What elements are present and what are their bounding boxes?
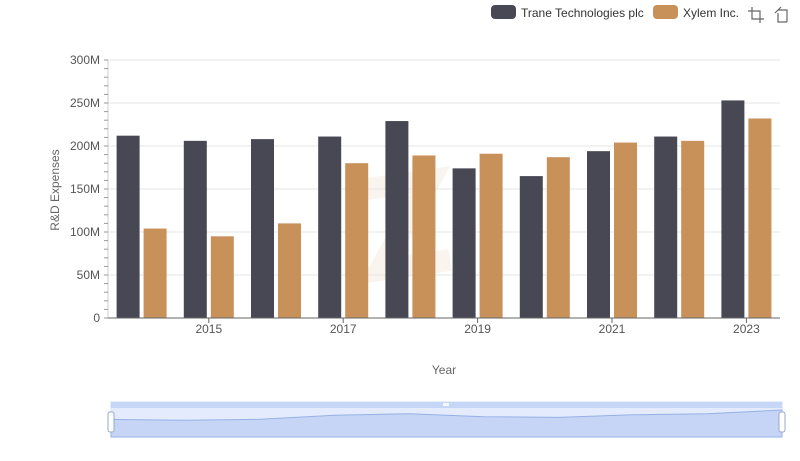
reset-icon[interactable] <box>774 6 788 23</box>
y-tick-label: 0 <box>93 311 100 325</box>
y-tick-label: 200M <box>70 139 100 153</box>
bar-trane-2023[interactable] <box>721 100 745 318</box>
y-gridlines <box>108 59 780 319</box>
bar-trane-2017[interactable] <box>318 136 342 318</box>
legend-label: Xylem Inc. <box>683 6 739 20</box>
bar-trane-2014[interactable] <box>116 135 140 318</box>
y-tick-label: 150M <box>70 182 100 196</box>
x-axis-title: Year <box>432 363 456 377</box>
x-tick-label: 2019 <box>464 322 491 336</box>
bar-xylem-2023[interactable] <box>748 118 772 318</box>
bar-xylem-2021[interactable] <box>614 142 637 318</box>
bar-trane-2020[interactable] <box>519 176 543 318</box>
legend-item-xylem[interactable]: Xylem Inc. <box>653 5 739 20</box>
bar-xylem-2019[interactable] <box>479 153 503 318</box>
bar-xylem-2014[interactable] <box>143 228 167 318</box>
crop-icon[interactable] <box>748 7 764 23</box>
y-tick-label: 100M <box>70 225 100 239</box>
y-axis-title: R&D Expenses <box>48 149 62 230</box>
bar-xylem-2017[interactable] <box>345 163 369 318</box>
bar-xylem-2022[interactable] <box>681 140 705 318</box>
y-tick-label: 250M <box>70 96 100 110</box>
legend-label: Trane Technologies plc <box>521 6 644 20</box>
x-axis: 2015 2017 2019 2021 2023 <box>108 317 780 336</box>
data-zoom-slider[interactable] <box>107 401 786 438</box>
bar-xylem-2016[interactable] <box>278 223 301 318</box>
x-tick-label: 2023 <box>733 322 760 336</box>
y-axis: 0 50M 100M 150M 200M 250M 300M <box>70 53 109 325</box>
legend-item-trane[interactable]: Trane Technologies plc <box>491 5 644 20</box>
bar-trane-2018[interactable] <box>385 121 409 318</box>
bar-xylem-2015[interactable] <box>210 236 234 318</box>
bar-trane-2015[interactable] <box>183 140 207 318</box>
bar-trane-2021[interactable] <box>587 151 610 318</box>
data-zoom-mid-handle[interactable] <box>443 403 449 406</box>
x-tick-label: 2015 <box>195 322 222 336</box>
legend-swatch <box>653 5 678 19</box>
data-zoom-left-handle[interactable] <box>107 411 115 433</box>
y-tick-label: 50M <box>77 268 100 282</box>
bar-trane-2022[interactable] <box>654 136 678 318</box>
x-tick-label: 2017 <box>330 322 357 336</box>
bar-trane-2019[interactable] <box>452 168 476 318</box>
bars <box>116 100 772 318</box>
legend-swatch <box>491 5 516 19</box>
data-zoom-right-handle[interactable] <box>778 411 786 433</box>
x-tick-label: 2021 <box>599 322 626 336</box>
bar-xylem-2018[interactable] <box>412 155 436 318</box>
bar-trane-2016[interactable] <box>251 139 274 318</box>
legend: Trane Technologies plc Xylem Inc. <box>491 5 739 20</box>
y-tick-label: 300M <box>70 53 100 67</box>
bar-xylem-2020[interactable] <box>546 157 570 318</box>
data-zoom-preview <box>110 409 783 438</box>
